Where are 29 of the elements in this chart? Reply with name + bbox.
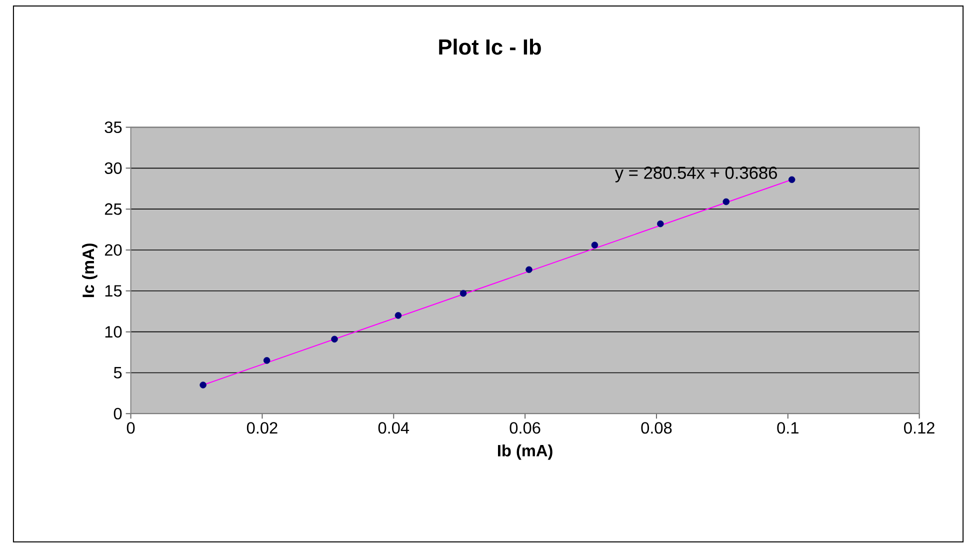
x-tick-label: 0.08 (641, 422, 672, 434)
chart-title: Plot Ic - Ib (439, 38, 541, 55)
point (200, 382, 206, 388)
annotation: y = 280.54x + 0.3686 (614, 166, 777, 182)
point (394, 312, 402, 319)
y-tick-label: 25 (104, 203, 122, 215)
y-tick-label: 30 (104, 162, 122, 174)
point (788, 176, 796, 184)
x-tick-label: 0 (126, 422, 135, 434)
point (526, 266, 532, 274)
y-tick-label: 15 (105, 285, 122, 297)
y-axis-title: Ic (mA) (82, 244, 98, 298)
y-tick-label: 5 (114, 367, 122, 378)
y-tick-label: 20 (104, 244, 122, 256)
point (722, 198, 730, 206)
y-tick-label: 35 (104, 122, 122, 134)
y-tick-label: 0 (114, 408, 122, 420)
point (591, 242, 598, 249)
x-tick-label: 0.02 (246, 422, 278, 434)
point (263, 357, 270, 364)
x-tick-label: 0.04 (378, 422, 410, 434)
x-tick-label: 0.1 (777, 422, 798, 434)
x-tick-label: 0.06 (510, 422, 540, 434)
x-tick-label: 0.12 (904, 422, 934, 434)
y-tick-label: 10 (105, 326, 122, 338)
x-axis-title: Ib (mA) (498, 444, 552, 460)
point (331, 336, 338, 343)
point (657, 220, 664, 228)
point (460, 290, 467, 297)
